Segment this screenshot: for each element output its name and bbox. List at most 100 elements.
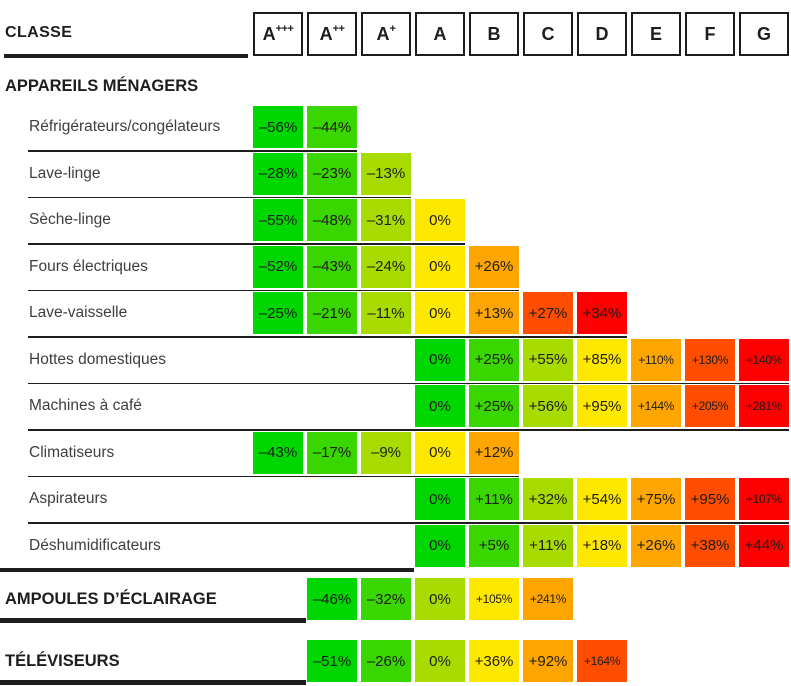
- cell-hottes-domestiques-a: 0%: [415, 338, 465, 381]
- cell-seche-linge-a: –31%: [361, 199, 411, 241]
- cell-televiseurs-c: +92%: [523, 640, 573, 682]
- row-label-fours-electriques: Fours électriques: [29, 257, 148, 275]
- row-label-machines-a-cafe: Machines à café: [29, 397, 142, 414]
- cell-machines-a-cafe-c: +56%: [523, 385, 573, 427]
- class-header-box-d: D: [577, 12, 627, 56]
- cell-televiseurs-b: +36%: [469, 640, 519, 682]
- cell-seche-linge-a: –48%: [307, 199, 357, 241]
- section-rule: [0, 567, 414, 572]
- class-header-box-a: A: [415, 12, 465, 56]
- cell-refrigerateurs-congelateurs-a: –44%: [307, 106, 357, 148]
- class-letter: A: [433, 23, 447, 44]
- cell-refrigerateurs-congelateurs-a: –56%: [253, 106, 303, 148]
- row-lave-vaisselle: Lave-vaisselle –25% –21% –11% 0% +13% +27% +34%: [0, 292, 791, 338]
- class-header-box-a: A ++: [307, 12, 357, 56]
- row-aspirateurs: Aspirateurs 0% +11% +32% +54% +75% +95% +107%: [0, 478, 791, 524]
- row-label-lave-vaisselle: Lave-vaisselle: [29, 304, 128, 321]
- class-letter: C: [541, 23, 555, 44]
- cell-lave-vaisselle-a: 0%: [415, 292, 465, 334]
- row-label-ampoules-d-eclairage: AMPOULES D’ÉCLAIRAGE: [5, 590, 217, 608]
- class-letter: A: [376, 23, 390, 44]
- cell-fours-electriques-a: 0%: [415, 245, 465, 288]
- cell-lave-vaisselle-a: –21%: [307, 292, 357, 334]
- cell-aspirateurs-g: +107%: [739, 478, 789, 520]
- cell-televiseurs-a: –26%: [361, 640, 411, 682]
- cell-televiseurs-a: –51%: [307, 640, 357, 682]
- class-header-box-g: G: [739, 12, 789, 56]
- cell-hottes-domestiques-g: +140%: [739, 338, 789, 381]
- row-hottes-domestiques: Hottes domestiques 0% +25% +55% +85% +110% +13…: [0, 338, 791, 385]
- cell-deshumidificateurs-d: +18%: [577, 524, 627, 567]
- section-rule: [0, 618, 306, 623]
- row-lave-linge: Lave-linge –28% –23% –13%: [0, 152, 791, 199]
- cell-aspirateurs-c: +32%: [523, 478, 573, 520]
- row-fours-electriques: Fours électriques –52% –43% –24% 0% +26%: [0, 245, 791, 292]
- cell-machines-a-cafe-f: +205%: [685, 385, 735, 427]
- class-letter: D: [595, 23, 609, 44]
- cell-deshumidificateurs-c: +11%: [523, 524, 573, 567]
- class-letter: G: [756, 23, 771, 44]
- row-separator: [28, 382, 789, 384]
- section-title-appareils-menagers: APPAREILS MÉNAGERS: [5, 77, 199, 95]
- cell-seche-linge-a: 0%: [415, 199, 465, 241]
- class-header-box-a: A +: [361, 12, 411, 56]
- class-letter: B: [487, 23, 501, 44]
- cell-televiseurs-a: 0%: [415, 640, 465, 682]
- row-separator: [28, 150, 357, 152]
- row-separator: [28, 243, 465, 245]
- row-label-lave-linge: Lave-linge: [29, 164, 101, 182]
- cell-ampoules-d-eclairage-a: –32%: [361, 578, 411, 620]
- cell-ampoules-d-eclairage-a: –46%: [307, 578, 357, 620]
- cell-ampoules-d-eclairage-a: 0%: [415, 578, 465, 620]
- cell-aspirateurs-e: +75%: [631, 478, 681, 520]
- cell-hottes-domestiques-d: +85%: [577, 338, 627, 381]
- class-letter: A: [319, 23, 333, 44]
- cell-machines-a-cafe-g: +281%: [739, 385, 789, 427]
- row-label-deshumidificateurs: Déshumidificateurs: [29, 536, 161, 554]
- class-header-box-c: C: [523, 12, 573, 56]
- row-label-refrigerateurs-congelateurs: Réfrigérateurs/congélateurs: [29, 118, 221, 135]
- row-separator: [28, 336, 627, 338]
- cell-machines-a-cafe-b: +25%: [469, 385, 519, 427]
- cell-hottes-domestiques-e: +110%: [631, 338, 681, 381]
- row-label-climatiseurs: Climatiseurs: [29, 443, 115, 461]
- cell-fours-electriques-a: –43%: [307, 245, 357, 288]
- cell-deshumidificateurs-a: 0%: [415, 524, 465, 567]
- cell-televiseurs-d: +164%: [577, 640, 627, 682]
- row-seche-linge: Sèche-linge –55% –48% –31% 0%: [0, 199, 791, 245]
- cell-lave-vaisselle-d: +34%: [577, 292, 627, 334]
- class-header-box-f: F: [685, 12, 735, 56]
- cell-ampoules-d-eclairage-c: +241%: [523, 578, 573, 620]
- classe-underline: [4, 54, 248, 58]
- cell-deshumidificateurs-g: +44%: [739, 524, 789, 567]
- cell-hottes-domestiques-c: +55%: [523, 338, 573, 381]
- cell-fours-electriques-a: –52%: [253, 245, 303, 288]
- row-label-hottes-domestiques: Hottes domestiques: [29, 350, 166, 368]
- cell-hottes-domestiques-b: +25%: [469, 338, 519, 381]
- cell-lave-vaisselle-a: –11%: [361, 292, 411, 334]
- class-header-box-e: E: [631, 12, 681, 56]
- row-separator: [28, 196, 411, 198]
- cell-lave-linge-a: –23%: [307, 152, 357, 195]
- section-rule: [0, 680, 306, 685]
- row-separator: [28, 289, 519, 291]
- row-separator: [28, 522, 789, 524]
- classe-header-label: CLASSE: [5, 24, 73, 41]
- cell-climatiseurs-b: +12%: [469, 431, 519, 474]
- row-refrigerateurs-congelateurs: Réfrigérateurs/congélateurs –56% –44%: [0, 106, 791, 152]
- cell-lave-vaisselle-c: +27%: [523, 292, 573, 334]
- row-machines-a-cafe: Machines à café 0% +25% +56% +95% +144% +205% +…: [0, 385, 791, 431]
- cell-seche-linge-a: –55%: [253, 199, 303, 241]
- cell-aspirateurs-a: 0%: [415, 478, 465, 520]
- row-televiseurs: TÉLÉVISEURS –51% –26% 0% +36% +92% +164%: [0, 640, 791, 686]
- class-letter: A: [262, 23, 276, 44]
- row-label-seche-linge: Sèche-linge: [29, 211, 111, 228]
- cell-climatiseurs-a: –43%: [253, 431, 303, 474]
- cell-machines-a-cafe-a: 0%: [415, 385, 465, 427]
- cell-lave-vaisselle-a: –25%: [253, 292, 303, 334]
- row-ampoules-d-eclairage: AMPOULES D’ÉCLAIRAGE –46% –32% 0% +105% +241%: [0, 578, 791, 624]
- class-letter: F: [704, 23, 716, 44]
- cell-aspirateurs-d: +54%: [577, 478, 627, 520]
- cell-aspirateurs-f: +95%: [685, 478, 735, 520]
- cell-fours-electriques-a: –24%: [361, 245, 411, 288]
